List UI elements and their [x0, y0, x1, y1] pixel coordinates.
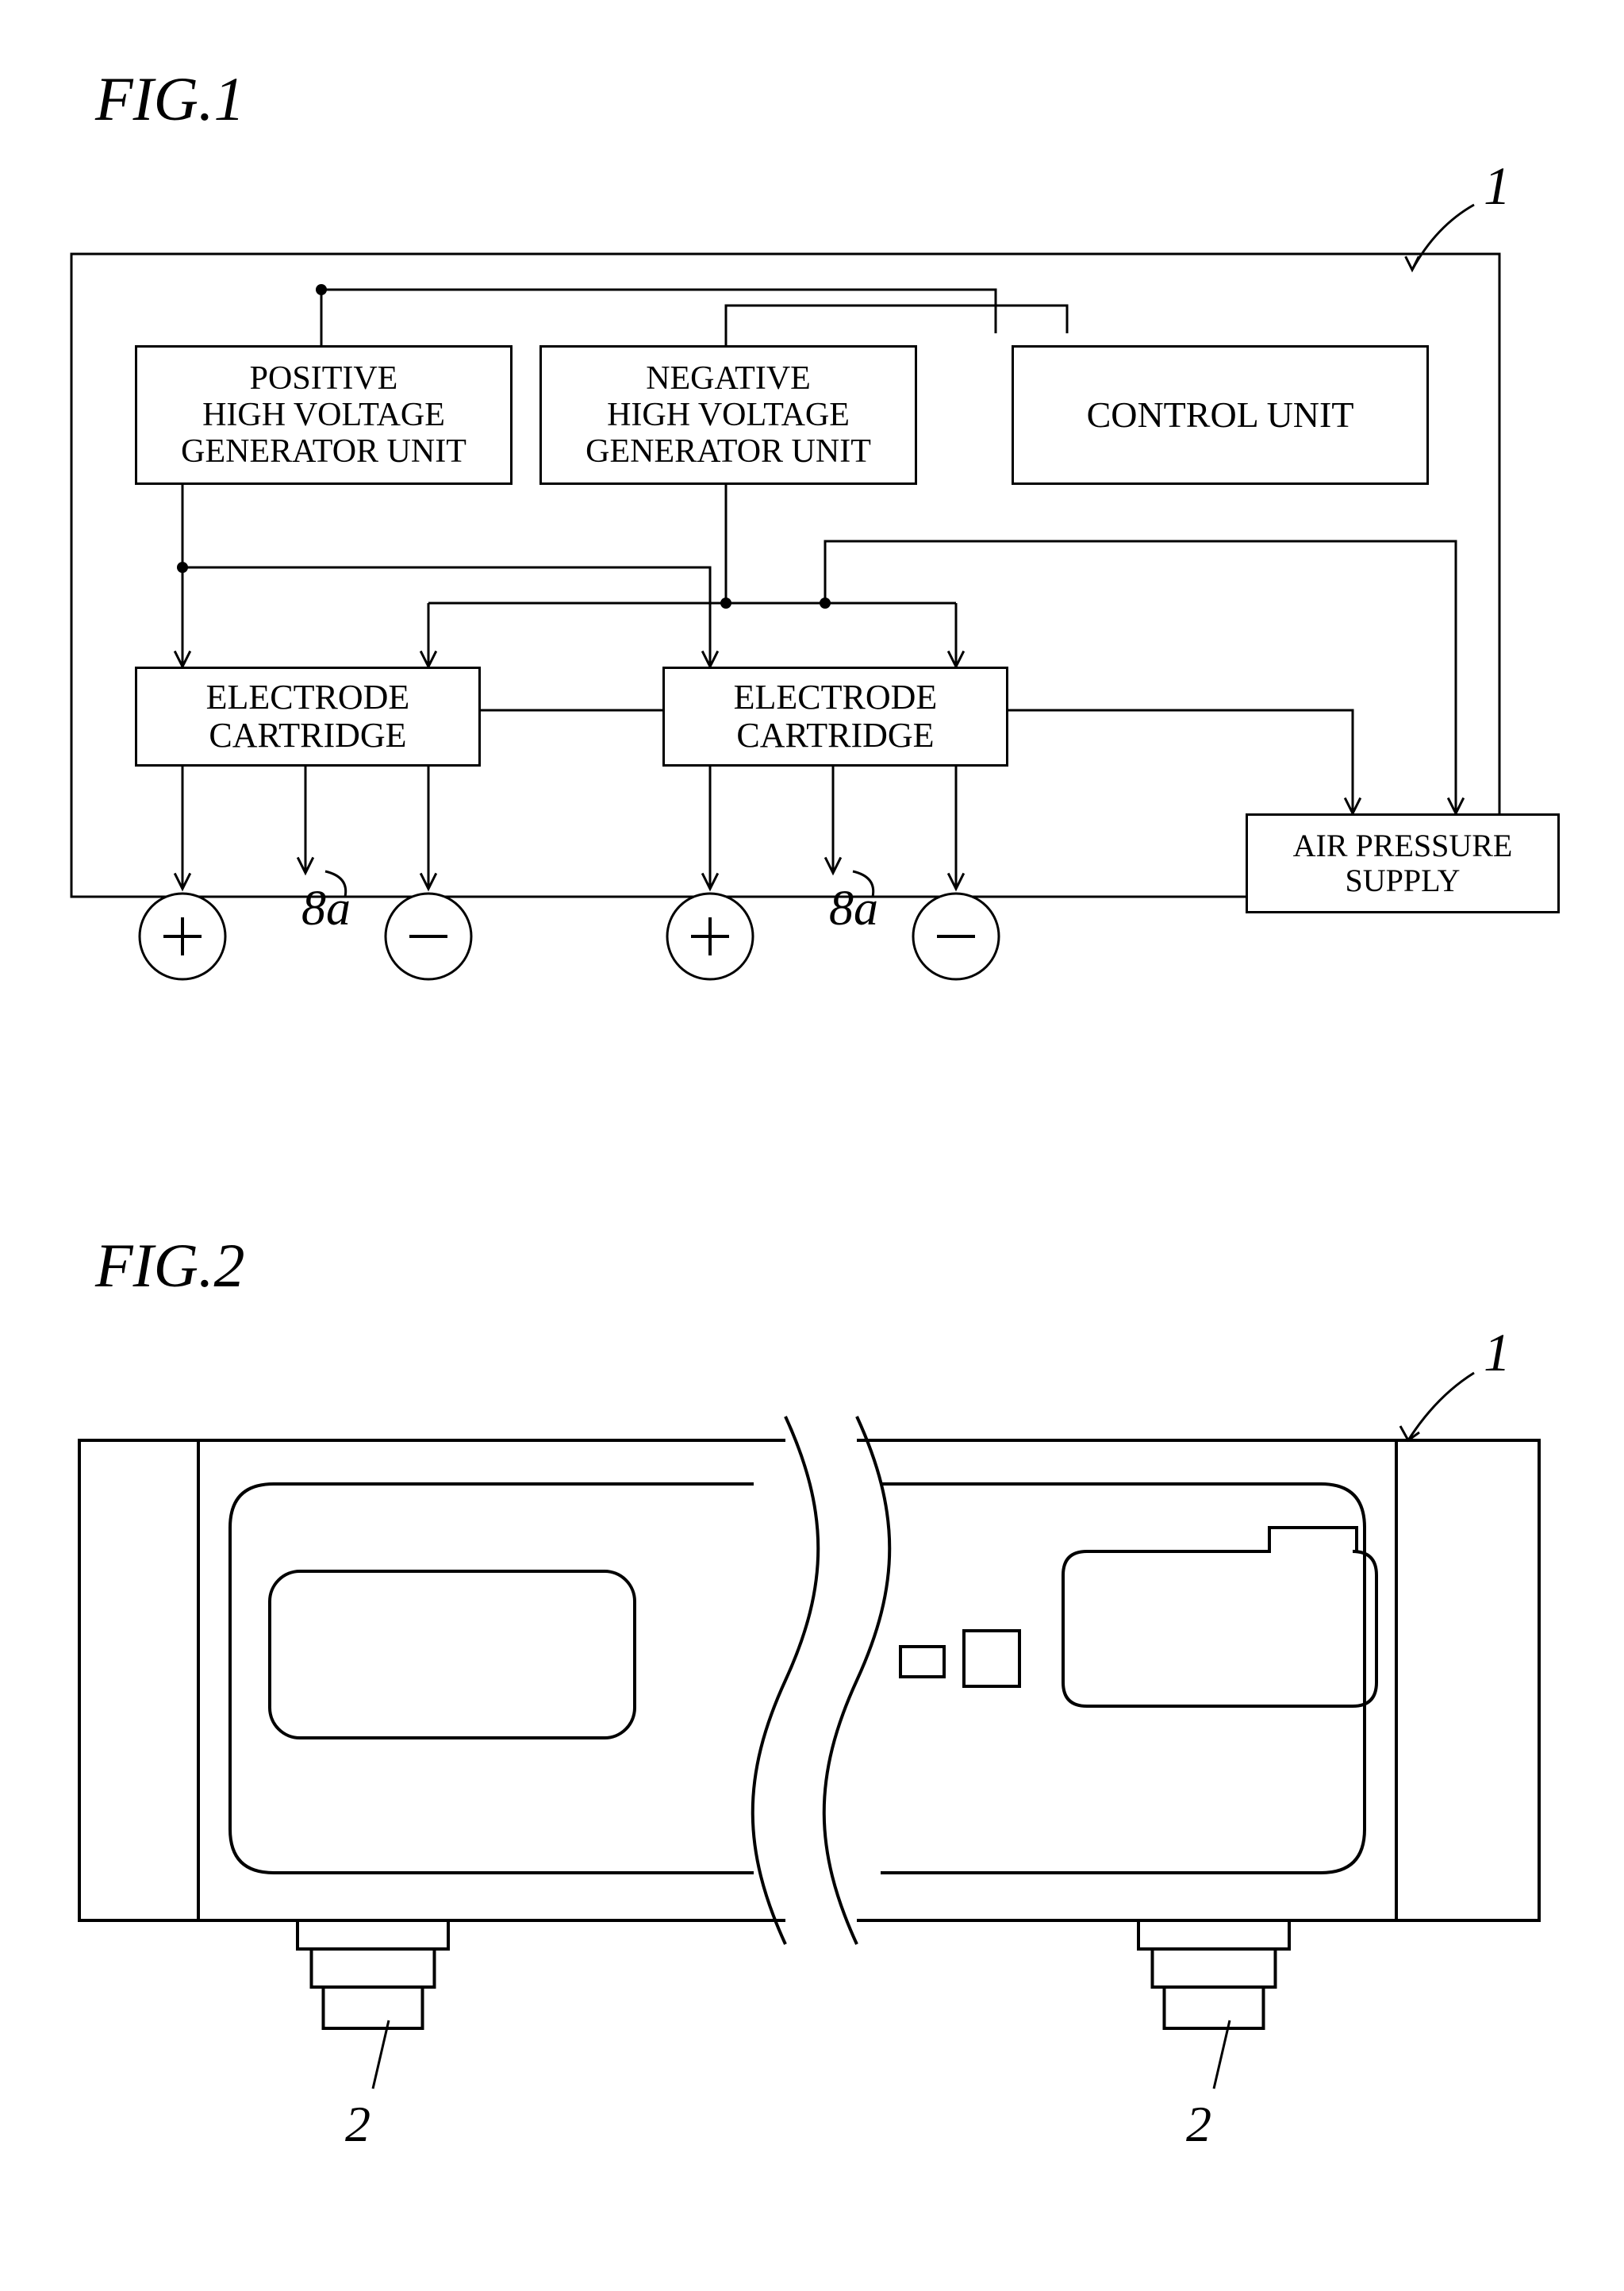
cart2-box: ELECTRODECARTRIDGE: [662, 667, 1008, 767]
connector-label-0: 2: [345, 2095, 370, 2154]
fig1-diagram: [32, 32, 1592, 1103]
wire-11: [1004, 710, 1353, 813]
connector-0: [324, 1987, 423, 2028]
wire-4: [182, 567, 710, 667]
pos_hv-box: POSITIVEHIGH VOLTAGEGENERATOR UNIT: [135, 345, 513, 485]
fig1-ref-1: 1: [1484, 155, 1511, 217]
fig2-drawing: [32, 1182, 1592, 2214]
left-window: [270, 1571, 635, 1738]
fig2-ref-1: 1: [1484, 1321, 1511, 1384]
wire-0: [321, 290, 996, 345]
connector-1: [1165, 1987, 1264, 2028]
control-box: CONTROL UNIT: [1012, 345, 1429, 485]
label-8a-0: 8a: [301, 881, 351, 937]
right-window: [1063, 1528, 1376, 1706]
label-8a-1: 8a: [829, 881, 878, 937]
neg_hv-box: NEGATIVEHIGH VOLTAGEGENERATOR UNIT: [539, 345, 917, 485]
wire-1: [726, 306, 1067, 345]
connector-label-1: 2: [1186, 2095, 1211, 2154]
cart1-box: ELECTRODECARTRIDGE: [135, 667, 481, 767]
air-box: AIR PRESSURESUPPLY: [1246, 813, 1560, 913]
